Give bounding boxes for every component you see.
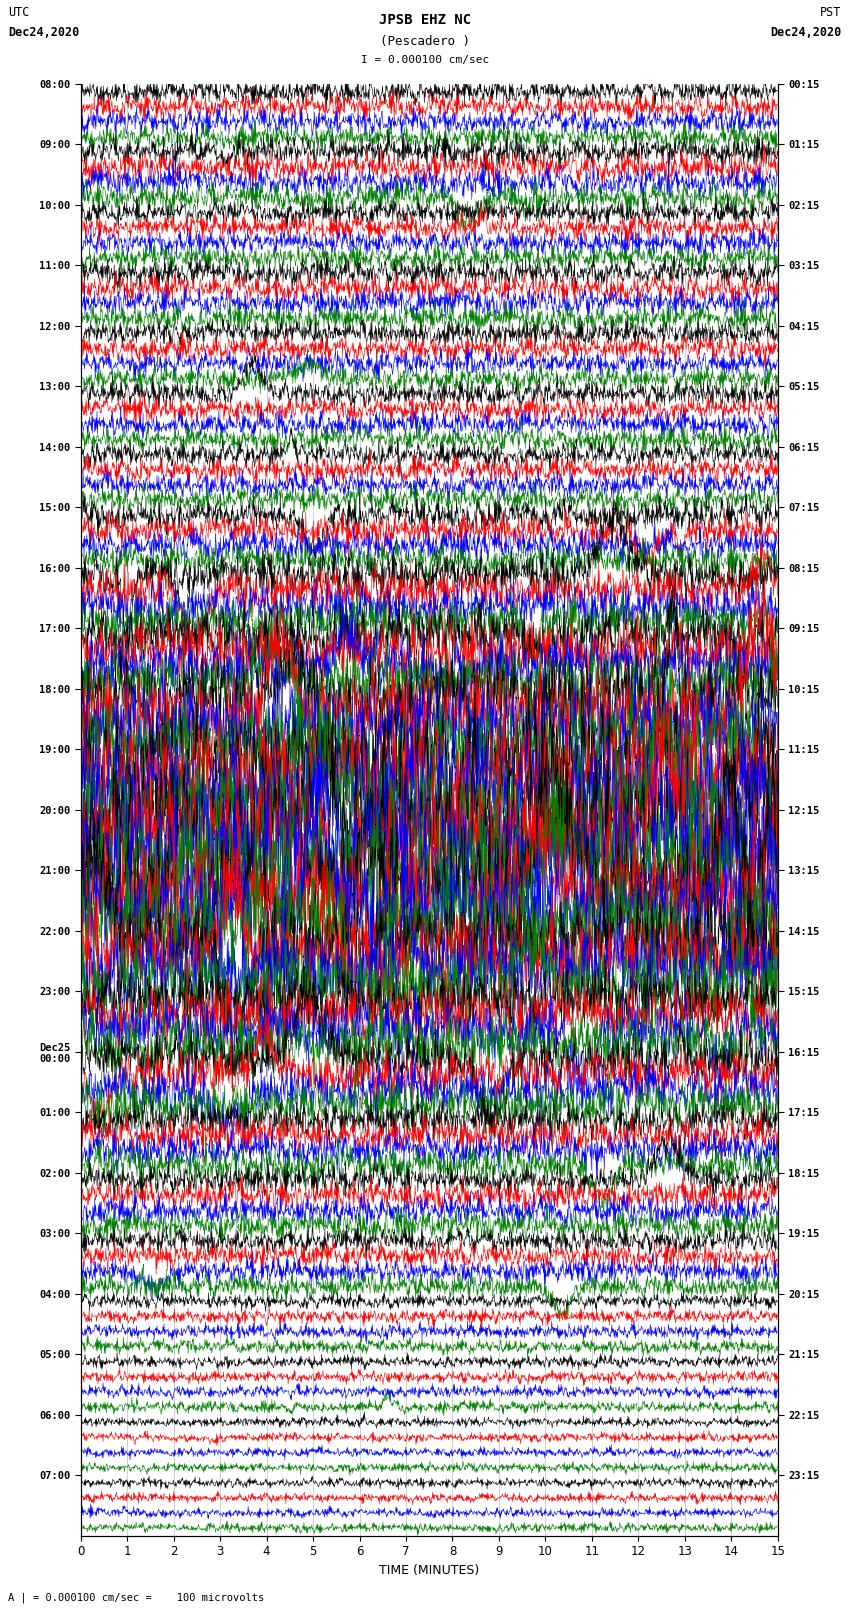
Text: Dec24,2020: Dec24,2020 <box>770 26 842 39</box>
Text: (Pescadero ): (Pescadero ) <box>380 35 470 48</box>
Text: A | = 0.000100 cm/sec =    100 microvolts: A | = 0.000100 cm/sec = 100 microvolts <box>8 1592 264 1603</box>
X-axis label: TIME (MINUTES): TIME (MINUTES) <box>379 1565 479 1578</box>
Text: Dec24,2020: Dec24,2020 <box>8 26 80 39</box>
Text: I = 0.000100 cm/sec: I = 0.000100 cm/sec <box>361 55 489 65</box>
Text: UTC: UTC <box>8 6 30 19</box>
Text: JPSB EHZ NC: JPSB EHZ NC <box>379 13 471 27</box>
Text: PST: PST <box>820 6 842 19</box>
